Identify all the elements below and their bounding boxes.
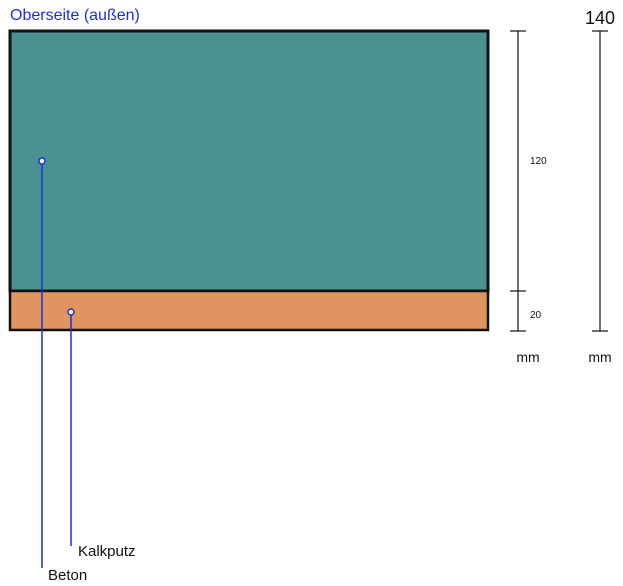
layer-beton — [8, 29, 490, 293]
leader-dot-kalkputz — [67, 308, 75, 316]
layer-label-beton: Beton — [48, 567, 87, 584]
unit-label-total: mm — [588, 349, 611, 365]
layer-label-kalkputz: Kalkputz — [78, 543, 136, 560]
layer-kalkputz — [8, 289, 490, 332]
total-thickness-label: 140 — [585, 8, 615, 28]
leader-dot-beton — [38, 157, 46, 165]
unit-label-layers: mm — [516, 349, 539, 365]
dimension-kalkputz: 20 — [530, 310, 542, 321]
total-dimension-line — [592, 30, 608, 332]
side-label: Oberseite (außen) — [10, 7, 140, 24]
dimension-beton: 120 — [530, 156, 547, 167]
layer-dimension-line — [510, 30, 526, 332]
